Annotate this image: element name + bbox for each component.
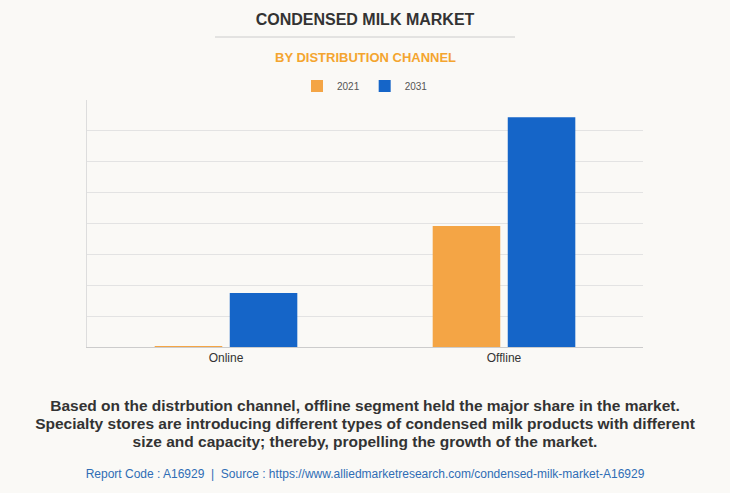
svg-text:Online: Online — [209, 351, 244, 365]
html-text:Based on the distrbution chann: Based on the distrbution channel, offlin… — [35, 397, 695, 450]
svg-text:CONDENSED MILK MARKET: CONDENSED MILK MARKET — [256, 11, 475, 28]
svg-text:Offline: Offline — [487, 351, 522, 365]
svg-text:2031: 2031 — [405, 81, 428, 92]
svg-text:2021: 2021 — [337, 81, 360, 92]
svg-text:BY DISTRIBUTION CHANNEL: BY DISTRIBUTION CHANNEL — [275, 50, 456, 65]
html-text:Report Code : A16929 | Source: Report Code : A16929 | Source : https://… — [85, 467, 645, 481]
